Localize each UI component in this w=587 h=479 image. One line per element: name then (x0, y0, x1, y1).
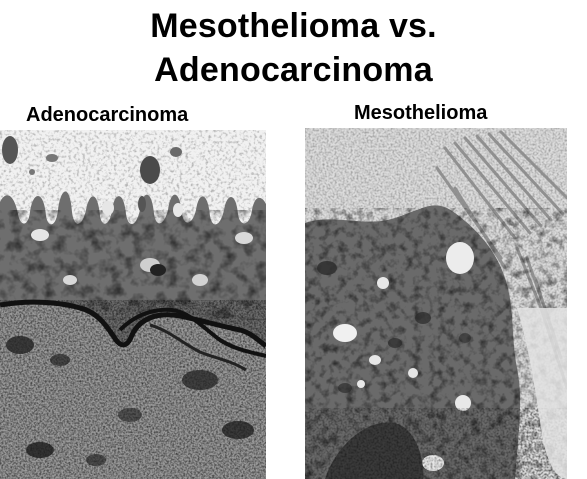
adenocarcinoma-micrograph-image (0, 130, 266, 479)
mesothelioma-label: Mesothelioma (354, 102, 488, 124)
mesothelioma-micrograph (305, 128, 567, 479)
slide-title: Mesothelioma vs. Adenocarcinoma (0, 4, 587, 92)
slide-title-line-2: Adenocarcinoma (154, 51, 433, 89)
adenocarcinoma-micrograph (0, 130, 266, 479)
mesothelioma-micrograph-image (305, 128, 567, 479)
adenocarcinoma-label: Adenocarcinoma (26, 104, 189, 126)
slide-title-line-1: Mesothelioma vs. (150, 7, 437, 45)
